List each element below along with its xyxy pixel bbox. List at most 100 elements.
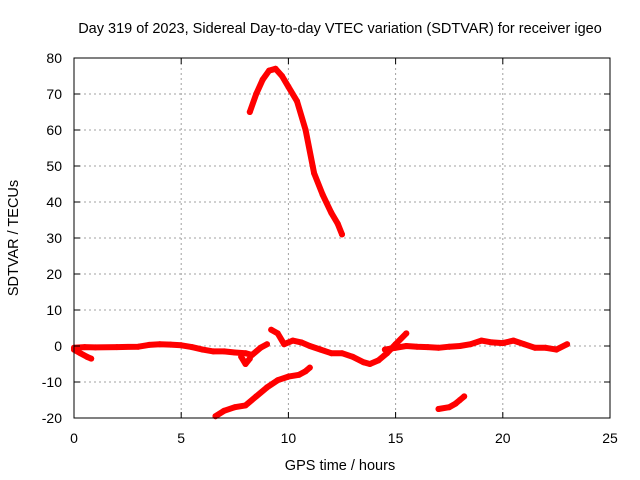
data-point: [553, 346, 560, 353]
data-point: [231, 349, 238, 356]
data-point: [403, 343, 410, 349]
data-point: [264, 384, 270, 391]
series-pass-high-arc: [246, 65, 345, 238]
data-point: [242, 402, 249, 409]
axis-ticks: 0 5 10 15 20 25 -20 -10 0 10 20 30 40 50 60 70 80: [42, 50, 618, 446]
data-point: [274, 377, 281, 384]
y-tick-label: 50: [46, 158, 62, 174]
y-tick-label: -20: [42, 410, 62, 426]
data-point: [467, 341, 474, 348]
data-point: [339, 350, 345, 357]
y-tick-label: 70: [46, 86, 62, 102]
data-point: [446, 404, 453, 411]
data-point: [298, 339, 305, 346]
data-point: [259, 76, 266, 83]
data-point: [489, 339, 496, 346]
data-point: [289, 337, 296, 344]
data-point: [253, 91, 260, 97]
series-pass-low-main: [71, 341, 270, 358]
y-tick-label: 20: [46, 266, 62, 282]
series-line: [268, 326, 410, 367]
data-point: [478, 337, 485, 344]
data-point: [435, 406, 442, 412]
y-tick-label: 10: [46, 302, 62, 318]
data-point: [221, 407, 228, 414]
data-point: [135, 343, 142, 350]
data-point: [317, 346, 324, 353]
data-point: [272, 65, 279, 72]
x-tick-label: 0: [70, 430, 78, 446]
data-point: [446, 343, 453, 350]
x-tick-label: 15: [388, 430, 404, 446]
data-point: [279, 73, 285, 79]
data-point: [296, 371, 303, 378]
data-point: [113, 344, 120, 351]
data-point: [349, 353, 356, 360]
data-point: [339, 231, 345, 238]
data-point: [231, 404, 238, 411]
data-point: [167, 341, 174, 348]
data-point: [328, 209, 335, 216]
data-point: [266, 67, 273, 74]
series-line: [246, 65, 345, 238]
series-pass-late-long: [381, 337, 571, 353]
data-point: [294, 98, 300, 105]
data-point: [414, 343, 420, 350]
x-tick-label: 10: [281, 430, 297, 446]
y-axis-title: SDTVAR / TECUs: [6, 180, 22, 296]
data-point: [306, 343, 313, 349]
data-point: [311, 170, 318, 177]
data-point: [334, 220, 341, 227]
data-point: [424, 344, 431, 351]
data-point: [532, 344, 538, 351]
grid-lines: [74, 58, 610, 418]
x-tick-label: 25: [602, 430, 618, 446]
data-point: [238, 353, 245, 360]
y-tick-label: 0: [54, 338, 62, 354]
data-point: [281, 341, 288, 348]
data-point: [274, 330, 281, 337]
data-point: [156, 341, 163, 348]
data-point: [210, 348, 217, 355]
data-point: [375, 357, 382, 364]
series-line: [212, 364, 313, 420]
data-point: [392, 344, 399, 351]
y-tick-label: 60: [46, 122, 62, 138]
data-point: [381, 346, 388, 353]
data-point: [521, 341, 528, 348]
data-point: [452, 400, 459, 407]
x-tick-label: 5: [177, 430, 185, 446]
y-tick-label: -10: [42, 374, 62, 390]
chart-title: Day 319 of 2023, Sidereal Day-to-day VTE…: [78, 21, 602, 37]
series-pass-late-rise: [435, 393, 468, 412]
data-point: [435, 344, 442, 351]
data-point: [242, 361, 249, 367]
data-point: [146, 341, 152, 348]
data-point: [302, 368, 309, 375]
data-series: [71, 65, 571, 420]
data-point: [499, 340, 506, 347]
x-axis-title: GPS time / hours: [285, 458, 395, 474]
y-tick-label: 30: [46, 230, 62, 246]
data-point: [178, 342, 185, 349]
data-point: [306, 364, 313, 371]
data-point: [77, 350, 84, 357]
x-tick-label: 20: [495, 430, 511, 446]
data-point: [319, 191, 326, 198]
data-point: [253, 393, 260, 400]
y-tick-label: 80: [46, 50, 62, 66]
data-point: [285, 83, 292, 90]
data-point: [564, 341, 571, 348]
data-point: [246, 109, 253, 115]
data-point: [403, 330, 410, 337]
y-tick-label: 40: [46, 194, 62, 210]
series-pass-small-dip: [238, 353, 253, 367]
data-point: [88, 355, 95, 362]
data-point: [360, 359, 367, 366]
data-point: [199, 346, 206, 353]
data-point: [456, 397, 463, 403]
data-point: [242, 350, 249, 357]
series-pass-low-rise: [212, 364, 313, 420]
data-point: [366, 361, 373, 367]
